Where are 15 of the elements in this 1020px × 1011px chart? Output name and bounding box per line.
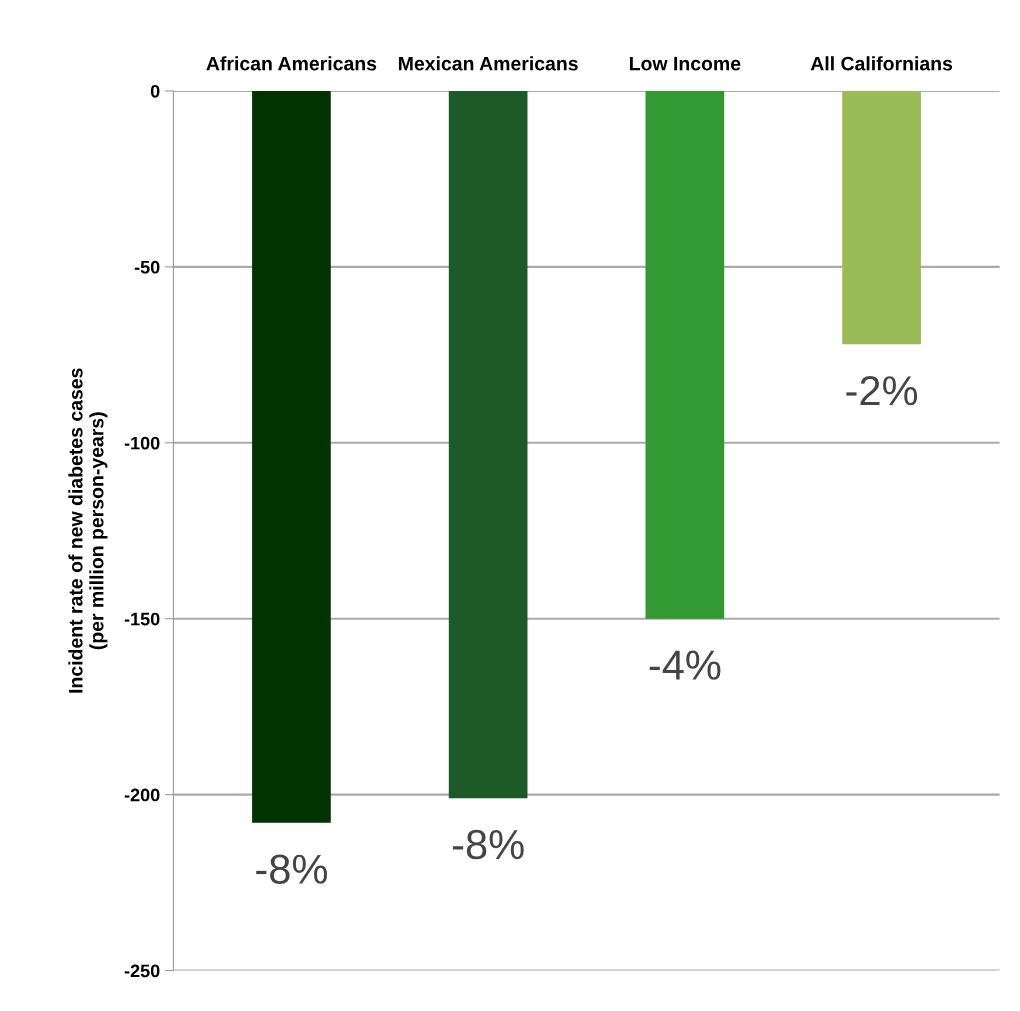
annotation: -8% bbox=[452, 829, 524, 860]
x-tick-label: Low Income bbox=[629, 56, 741, 71]
y-axis-title: Incident rate of new diabetes cases (per million person-years) bbox=[68, 368, 108, 693]
x-tick-label: Mexican Americans bbox=[399, 56, 578, 71]
y-tick-label: -250 bbox=[124, 964, 160, 978]
x-tick-label: All Californians bbox=[810, 56, 953, 71]
annotation: -8% bbox=[256, 854, 327, 884]
x-tick-label: African Americans bbox=[206, 56, 377, 71]
y-tick-label: 0 bbox=[150, 84, 160, 98]
annotation: -2% bbox=[846, 375, 918, 406]
y-tick-label: -200 bbox=[124, 788, 160, 802]
y-tick-label: -50 bbox=[134, 260, 160, 274]
annotation: -4% bbox=[649, 650, 721, 680]
y-tick-label: -100 bbox=[124, 436, 160, 450]
y-tick-label: -150 bbox=[124, 612, 160, 626]
